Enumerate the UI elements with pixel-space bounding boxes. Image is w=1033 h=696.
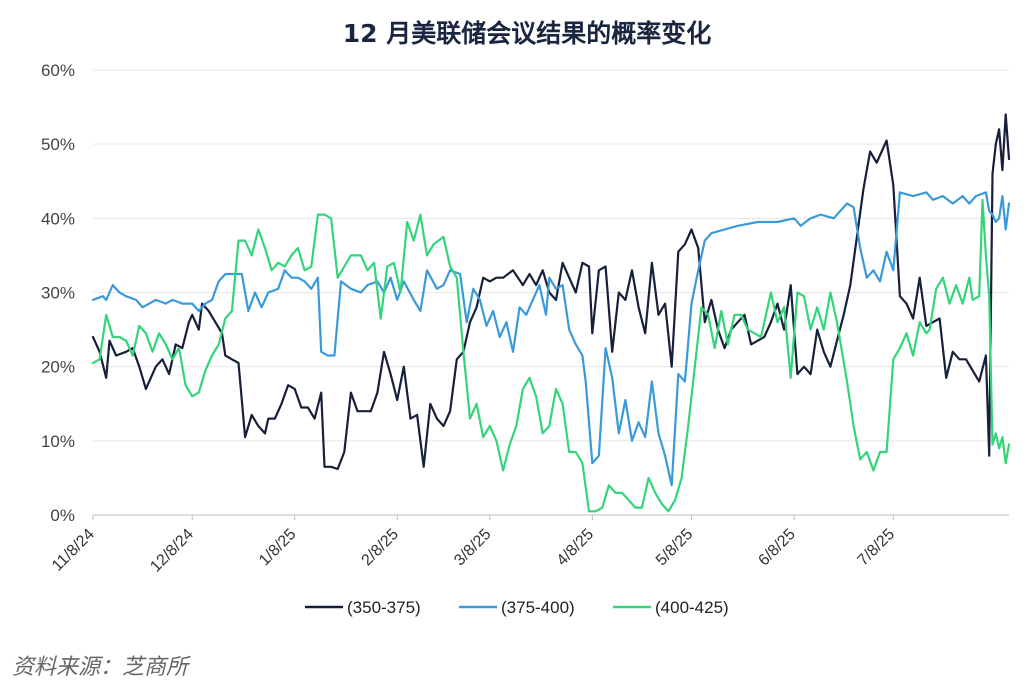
series-lines — [91, 113, 1011, 513]
series-line-1 — [91, 113, 1011, 471]
y-tick-label: 20% — [41, 358, 75, 377]
x-tick-label: 6/8/25 — [755, 526, 799, 570]
x-axis-ticks: 11/8/24 12/8/24 1/8/25 2/8/25 3/8/25 4/8/25 5/… — [49, 515, 898, 576]
x-tick-label: 11/8/24 — [49, 526, 98, 575]
y-tick-label: 0% — [50, 506, 75, 525]
legend-label: (350-375) — [347, 598, 421, 617]
source-note: 资料来源：芝商所 — [12, 655, 191, 680]
y-tick-label: 10% — [41, 432, 75, 451]
x-tick-label: 1/8/25 — [256, 526, 300, 570]
series-line-3 — [91, 198, 1011, 513]
y-tick-label: 40% — [41, 209, 75, 228]
x-tick-label: 12/8/24 — [147, 526, 197, 576]
y-axis-ticks: 0% 10% 20% 30% 40% 50% 60% — [41, 61, 75, 525]
y-tick-label: 50% — [41, 135, 75, 154]
legend: (350-375) (375-400) (400-425) — [305, 598, 729, 617]
legend-label: (400-425) — [655, 598, 729, 617]
x-tick-label: 2/8/25 — [359, 526, 403, 570]
x-tick-label: 5/8/25 — [653, 526, 697, 570]
legend-label: (375-400) — [501, 598, 575, 617]
chart-title: 12 月美联储会议结果的概率变化 — [343, 19, 712, 48]
x-tick-label: 3/8/25 — [451, 526, 495, 570]
series-line-2 — [91, 191, 1011, 487]
y-tick-label: 30% — [41, 284, 75, 303]
grid — [93, 69, 1009, 516]
x-tick-label: 4/8/25 — [554, 526, 598, 570]
y-tick-label: 60% — [41, 61, 75, 80]
x-tick-label: 7/8/25 — [855, 526, 899, 570]
